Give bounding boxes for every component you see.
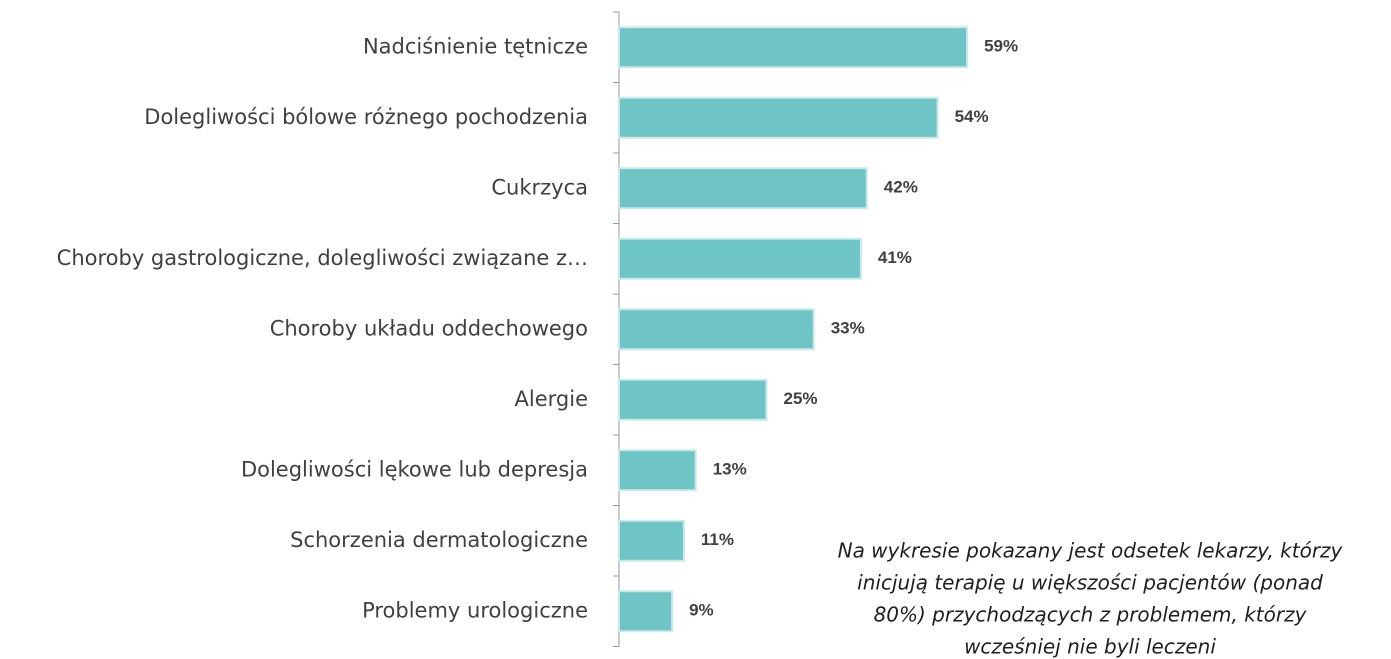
bar	[618, 167, 868, 210]
value-label: 54%	[955, 107, 989, 126]
value-label: 41%	[878, 248, 912, 267]
value-label: 9%	[689, 601, 714, 620]
value-label: 13%	[713, 460, 747, 479]
bar	[618, 237, 862, 280]
category-label: Choroby gastrologiczne, dolegliwości zwi…	[57, 246, 588, 270]
bar	[618, 308, 815, 351]
annotation: 80%) przychodzących z problemem, którzy	[874, 603, 1308, 627]
category-label: Choroby układu oddechowego	[270, 316, 588, 340]
annotation: inicjują terapię u większości pacjentów …	[857, 571, 1323, 595]
value-label: 42%	[884, 178, 918, 197]
bar	[618, 378, 768, 421]
bar	[618, 26, 969, 69]
value-label: 25%	[784, 389, 818, 408]
value-label: 11%	[701, 530, 734, 549]
bar	[618, 590, 674, 633]
category-label: Schorzenia dermatologiczne	[290, 528, 588, 552]
value-label: 59%	[984, 37, 1018, 56]
value-label: 33%	[831, 319, 865, 338]
bar	[618, 96, 939, 139]
bar	[618, 449, 697, 492]
category-label: Dolegliwości lękowe lub depresja	[241, 457, 588, 481]
category-label: Dolegliwości bólowe różnego pochodzenia	[144, 105, 588, 129]
category-label: Nadciśnienie tętnicze	[363, 34, 588, 58]
category-label: Problemy urologiczne	[362, 598, 588, 622]
annotation: Na wykresie pokazany jest odsetek lekarz…	[838, 539, 1344, 563]
bar	[618, 519, 685, 562]
annotation: wcześniej nie byli leczeni	[964, 635, 1216, 659]
category-label: Alergie	[515, 387, 588, 411]
category-label: Cukrzyca	[491, 175, 588, 199]
